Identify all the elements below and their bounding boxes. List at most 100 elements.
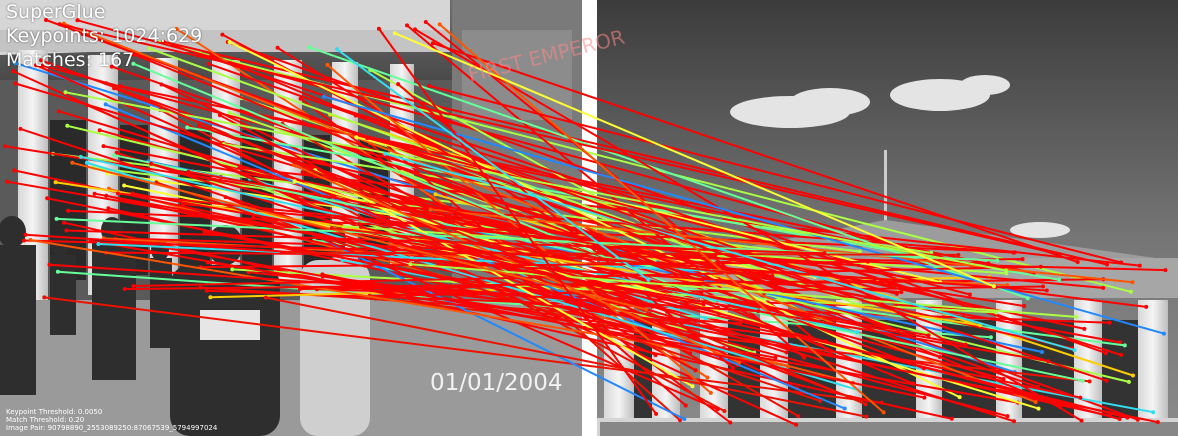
keypoint-dot	[1044, 288, 1049, 293]
keypoint-dot	[1117, 417, 1122, 421]
match-line	[394, 32, 995, 288]
keypoint-dot	[1161, 331, 1166, 336]
keypoint-dot	[309, 116, 314, 120]
keypoint-dot	[335, 47, 339, 52]
keypoint-dot	[1078, 395, 1083, 400]
keypoint-dot	[223, 195, 228, 200]
keypoint-dot	[329, 226, 334, 230]
match-line	[367, 137, 971, 296]
keypoint-dot	[220, 32, 225, 37]
match-line	[389, 222, 1015, 423]
match-line	[49, 263, 759, 313]
keypoint-dot	[170, 43, 175, 48]
keypoint-dot	[1075, 260, 1080, 264]
keypoint-dot	[737, 360, 742, 365]
match-line	[30, 239, 789, 368]
keypoint-dot	[396, 82, 401, 87]
keypoint-dot	[1125, 415, 1130, 420]
keypoint-dot	[18, 126, 23, 131]
keypoint-dot	[433, 192, 438, 197]
match-line	[369, 285, 1044, 297]
keypoint-dot	[114, 150, 119, 155]
keypoint-threshold: Keypoint Threshold: 0.0050	[6, 408, 103, 416]
keypoint-dot	[405, 23, 409, 28]
keypoint-dot	[376, 26, 381, 31]
match-line	[7, 180, 1049, 363]
keypoint-dot	[1035, 384, 1040, 389]
keypoint-dot	[53, 180, 58, 185]
keypoint-dot	[122, 287, 127, 291]
keypoint-dot	[1004, 271, 1009, 276]
keypoint-dot	[217, 113, 222, 118]
match-line	[425, 21, 832, 354]
keypoint-dot	[292, 179, 297, 184]
keypoint-dot	[56, 109, 61, 114]
match-threshold: Match Threshold: 0.20	[6, 416, 85, 424]
keypoint-dot	[103, 102, 108, 107]
keypoint-dot	[705, 375, 710, 380]
keypoint-dot	[185, 125, 190, 130]
keypoint-dot	[204, 288, 209, 293]
keypoint-dot	[785, 364, 790, 369]
keypoint-dot	[722, 409, 727, 413]
keypoint-dot	[275, 45, 280, 50]
keypoint-dot	[161, 39, 166, 44]
keypoint-dot	[251, 215, 256, 220]
keypoint-dot	[1057, 277, 1062, 282]
match-line	[133, 62, 715, 303]
keypoint-dot	[865, 259, 870, 264]
title-label: SuperGlue	[6, 1, 106, 23]
keypoint-dot	[687, 334, 692, 339]
keypoint-dot	[1151, 410, 1156, 415]
keypoint-dot	[881, 410, 886, 415]
match-line	[249, 177, 706, 320]
match-line	[331, 227, 756, 277]
keypoint-dot	[70, 160, 75, 165]
keypoint-dot	[131, 61, 136, 66]
keypoint-dot	[1144, 304, 1149, 309]
keypoint-dot	[1119, 260, 1124, 265]
keypoint-dot	[956, 252, 961, 257]
keypoint-dot	[731, 366, 735, 370]
keypoint-dot	[1080, 378, 1085, 383]
keypoint-dot	[991, 284, 996, 289]
keypoint-dot	[794, 422, 799, 427]
keypoint-dot	[963, 342, 968, 347]
keypoint-dot	[1105, 262, 1109, 267]
keypoint-dot	[65, 123, 70, 128]
keypoint-dot	[428, 207, 433, 212]
keypoint-dot	[802, 355, 807, 360]
keypoint-dot	[708, 390, 713, 395]
keypoint-dot	[1104, 378, 1109, 383]
keypoint-dot	[967, 292, 972, 297]
keypoint-dot	[863, 402, 868, 407]
keypoint-dot	[1155, 420, 1160, 425]
keypoint-dot	[1082, 326, 1087, 331]
keypoint-dot	[1012, 419, 1016, 424]
keypoint-dot	[688, 351, 693, 356]
keypoint-dot	[701, 302, 706, 307]
keypoint-dot	[227, 110, 232, 115]
keypoint-dot	[1107, 320, 1112, 325]
keypoint-dot	[913, 289, 918, 294]
match-line	[439, 23, 885, 414]
keypoint-dot	[899, 290, 904, 295]
keypoint-dot	[1079, 418, 1084, 423]
keypoint-dot	[949, 416, 954, 421]
match-line	[200, 258, 1023, 269]
keypoint-dot	[855, 330, 860, 335]
keypoint-dot	[279, 250, 284, 255]
keypoint-dot	[55, 269, 60, 274]
keypoint-dot	[818, 398, 823, 403]
keypoint-dot	[1004, 268, 1008, 273]
keypoint-dot	[186, 169, 191, 174]
keypoint-dot	[307, 45, 312, 50]
keypoint-dot	[728, 420, 733, 425]
match-line	[80, 155, 858, 334]
keypoint-dot	[1122, 343, 1127, 348]
keypoint-dot	[430, 41, 435, 46]
keypoint-dot	[1163, 268, 1168, 273]
match-line	[156, 181, 821, 402]
keypoint-dot	[5, 179, 10, 184]
